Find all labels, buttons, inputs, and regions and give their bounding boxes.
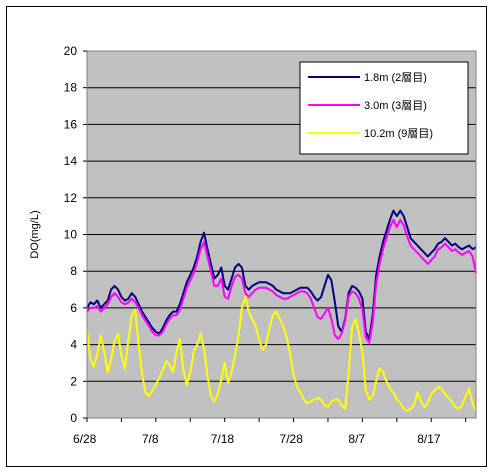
legend-label-1: 1.8m (2層目) <box>364 71 427 84</box>
y-tick-label: 2 <box>70 374 77 388</box>
y-tick-label: 14 <box>64 154 78 168</box>
x-tick-labels: 6/28 7/8 7/18 7/28 8/7 8/17 <box>73 432 441 446</box>
y-axis-title: DO(mg/L) <box>29 210 41 258</box>
x-tick-label: 7/8 <box>142 432 159 446</box>
series-line-2 <box>86 218 477 344</box>
y-tick-label: 4 <box>70 338 77 352</box>
y-tick-label: 12 <box>64 191 78 205</box>
x-tick-label: 8/7 <box>348 432 365 446</box>
y-tick-label: 6 <box>70 301 77 315</box>
legend-label-2: 3.0m (3層目) <box>364 99 427 112</box>
x-tick-label: 8/17 <box>417 432 441 446</box>
x-tick-label: 6/28 <box>73 432 97 446</box>
axes <box>83 50 477 422</box>
y-tick-label: 20 <box>64 44 78 58</box>
x-tick-label: 7/28 <box>280 432 304 446</box>
series-layer <box>86 209 477 412</box>
x-tick-label: 7/18 <box>211 432 235 446</box>
legend-label-3: 10.2m (9層目) <box>364 127 433 140</box>
y-tick-label: 8 <box>70 264 77 278</box>
series-line-1 <box>86 209 477 341</box>
y-tick-label: 16 <box>64 117 78 131</box>
y-tick-label: 10 <box>64 228 78 242</box>
legend: 1.8m (2層目) 3.0m (3層目) 10.2m (9層目) <box>299 61 469 155</box>
y-tick-labels: 0 2 4 6 8 10 12 14 16 18 20 <box>64 44 78 425</box>
series-line-3 <box>86 295 477 412</box>
y-tick-label: 18 <box>64 81 78 95</box>
y-tick-label: 0 <box>70 411 77 425</box>
